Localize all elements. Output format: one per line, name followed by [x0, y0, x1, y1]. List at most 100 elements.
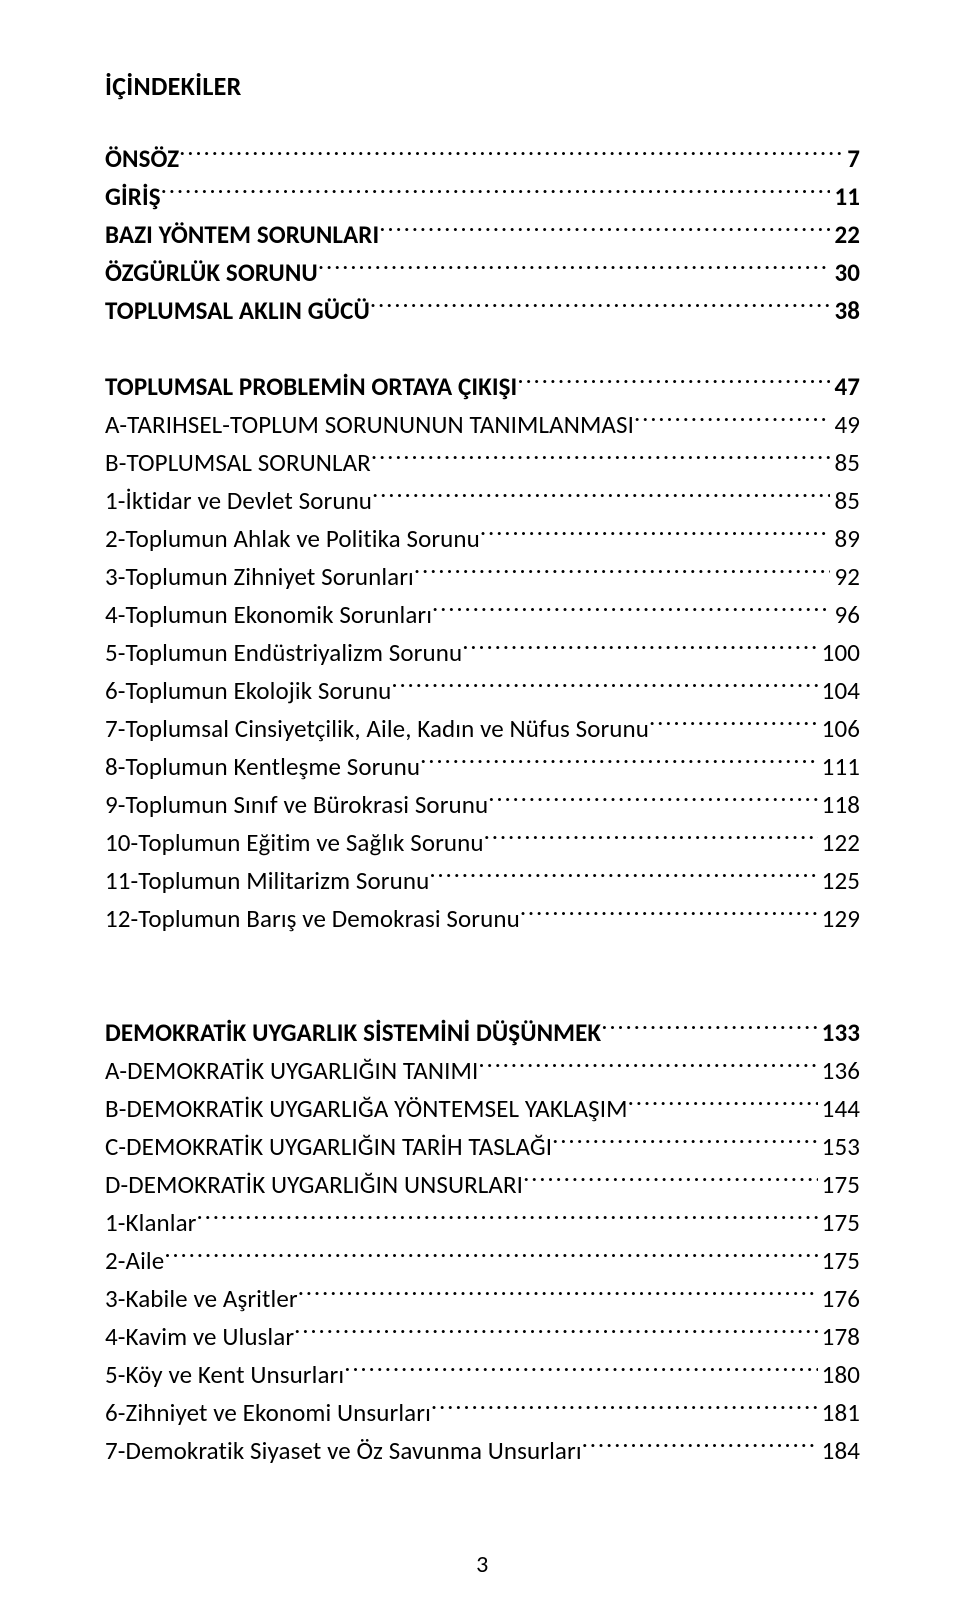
toc-entry-page: 178	[818, 1318, 860, 1356]
toc-entry-page: 96	[830, 596, 860, 634]
toc-entry-page: 125	[818, 862, 860, 900]
toc-leader-dots	[344, 1358, 817, 1383]
toc-entry-page: 85	[830, 444, 860, 482]
toc-row: 9-Toplumun Sınıf ve Bürokrasi Sorunu118	[105, 786, 860, 824]
toc-entry-page: 181	[818, 1394, 860, 1432]
toc-entry-label: GİRİŞ	[105, 178, 161, 216]
toc-entry-page: 89	[830, 520, 860, 558]
toc-row: A-DEMOKRATİK UYGARLIĞIN TANIMI 136	[105, 1052, 860, 1090]
toc-leader-dots	[371, 446, 831, 471]
toc-leader-dots	[478, 1054, 817, 1079]
toc-entry-page: 92	[830, 558, 860, 596]
toc-entry-label: ÖZGÜRLÜK SORUNU	[105, 254, 318, 292]
toc-entry-page: 100	[818, 634, 860, 672]
toc-entry-label: D-DEMOKRATİK UYGARLIĞIN UNSURLARI	[105, 1166, 523, 1204]
toc-row: 10-Toplumun Eğitim ve Sağlık Sorunu122	[105, 824, 860, 862]
toc-entry-label: A-TARIHSEL-TOPLUM SORUNUNUN TANIMLANMASI	[105, 406, 634, 444]
toc-entry-page: 49	[830, 406, 860, 444]
toc-row: ÖZGÜRLÜK SORUNU 30	[105, 254, 860, 292]
toc-row: 5-Toplumun Endüstriyalizm Sorunu 100	[105, 634, 860, 672]
toc-entry-page: 106	[818, 710, 860, 748]
toc-entry-label: 7-Toplumsal Cinsiyetçilik, Aile, Kadın v…	[105, 710, 649, 748]
toc-entry-page: 111	[818, 748, 860, 786]
toc-row: 7-Demokratik Siyaset ve Öz Savunma Unsur…	[105, 1432, 860, 1470]
toc-entry-page: 153	[818, 1128, 860, 1166]
toc-row: 2-Toplumun Ahlak ve Politika Sorunu 89	[105, 520, 860, 558]
toc-row: 6-Zihniyet ve Ekonomi Unsurları181	[105, 1394, 860, 1432]
toc-row: 5-Köy ve Kent Unsurları180	[105, 1356, 860, 1394]
toc-entry-page: 11	[830, 178, 860, 216]
toc-leader-dots	[429, 864, 817, 889]
toc-entry-page: 176	[818, 1280, 860, 1318]
toc-leader-dots	[462, 636, 817, 661]
toc-entry-page: 175	[818, 1204, 860, 1242]
toc-row: 11-Toplumun Militarizm Sorunu 125	[105, 862, 860, 900]
toc-row: TOPLUMSAL PROBLEMİN ORTAYA ÇIKIŞI 47	[105, 368, 860, 406]
toc-row: 1-Klanlar 175	[105, 1204, 860, 1242]
toc-entry-label: ÖNSÖZ	[105, 140, 179, 178]
toc-entry-page: 136	[818, 1052, 860, 1090]
toc-entry-label: BAZI YÖNTEM SORUNLARI	[105, 216, 379, 254]
toc-entry-page: 184	[818, 1432, 860, 1470]
toc-row: 3-Kabile ve Aşritler176	[105, 1280, 860, 1318]
toc-row: TOPLUMSAL AKLIN GÜCÜ 38	[105, 292, 860, 330]
toc-entry-page: 133	[818, 1014, 860, 1052]
toc-entry-page: 22	[830, 216, 860, 254]
toc-leader-dots	[161, 180, 831, 205]
toc-row: 8-Toplumun Kentleşme Sorunu 111	[105, 748, 860, 786]
toc-leader-dots	[431, 1396, 818, 1421]
toc-entry-page: 85	[830, 482, 860, 520]
toc-entry-label: A-DEMOKRATİK UYGARLIĞIN TANIMI	[105, 1052, 478, 1090]
toc-leader-dots	[552, 1130, 818, 1155]
toc-leader-dots	[197, 1206, 818, 1231]
toc-row: BAZI YÖNTEM SORUNLARI 22	[105, 216, 860, 254]
toc-row: A-TARIHSEL-TOPLUM SORUNUNUN TANIMLANMASI…	[105, 406, 860, 444]
toc-leader-dots	[414, 560, 831, 585]
toc-leader-dots	[634, 408, 830, 433]
toc-leader-dots	[432, 598, 830, 623]
toc-row: 4-Kavim ve Uluslar178	[105, 1318, 860, 1356]
toc-entry-page: 7	[843, 140, 860, 178]
toc-entry-label: 2-Toplumun Ahlak ve Politika Sorunu	[105, 520, 480, 558]
toc-entry-page: 175	[818, 1166, 860, 1204]
toc-body: ÖNSÖZ7GİRİŞ11BAZI YÖNTEM SORUNLARI22ÖZGÜ…	[105, 140, 860, 1470]
toc-entry-label: 10-Toplumun Eğitim ve Sağlık Sorunu	[105, 824, 484, 862]
toc-entry-label: 1-Klanlar	[105, 1204, 197, 1242]
toc-leader-dots	[649, 712, 818, 737]
toc-row: 1-İktidar ve Devlet Sorunu85	[105, 482, 860, 520]
toc-row: ÖNSÖZ 7	[105, 140, 860, 178]
toc-entry-label: 2-Aile	[105, 1242, 164, 1280]
toc-gap	[105, 330, 860, 368]
toc-row: 12-Toplumun Barış ve Demokrasi Sorunu129	[105, 900, 860, 938]
toc-title: İÇİNDEKİLER	[105, 70, 860, 102]
toc-gap	[105, 938, 860, 1014]
toc-entry-label: TOPLUMSAL PROBLEMİN ORTAYA ÇIKIŞI	[105, 368, 517, 406]
toc-row: C-DEMOKRATİK UYGARLIĞIN TARİH TASLAĞI153	[105, 1128, 860, 1166]
toc-entry-label: TOPLUMSAL AKLIN GÜCÜ	[105, 292, 370, 330]
toc-entry-page: 180	[818, 1356, 860, 1394]
toc-entry-page: 38	[830, 292, 860, 330]
toc-row: DEMOKRATİK UYGARLIK SİSTEMİNİ DÜŞÜNMEK13…	[105, 1014, 860, 1052]
toc-entry-page: 30	[830, 254, 860, 292]
toc-entry-page: 144	[818, 1090, 860, 1128]
toc-row: 2-Aile 175	[105, 1242, 860, 1280]
toc-entry-label: 5-Toplumun Endüstriyalizm Sorunu	[105, 634, 462, 672]
toc-leader-dots	[294, 1320, 818, 1345]
toc-entry-label: B-TOPLUMSAL SORUNLAR	[105, 444, 371, 482]
toc-leader-dots	[372, 484, 830, 509]
toc-leader-dots	[488, 788, 817, 813]
toc-leader-dots	[318, 256, 831, 281]
toc-row: B-TOPLUMSAL SORUNLAR 85	[105, 444, 860, 482]
toc-entry-page: 175	[818, 1242, 860, 1280]
toc-entry-page: 47	[830, 368, 860, 406]
toc-entry-label: 11-Toplumun Militarizm Sorunu	[105, 862, 429, 900]
toc-leader-dots	[628, 1092, 818, 1117]
toc-row: GİRİŞ 11	[105, 178, 860, 216]
toc-leader-dots	[582, 1434, 818, 1459]
toc-row: 7-Toplumsal Cinsiyetçilik, Aile, Kadın v…	[105, 710, 860, 748]
toc-entry-label: 3-Toplumun Zihniyet Sorunları	[105, 558, 414, 596]
toc-row: B-DEMOKRATİK UYGARLIĞA YÖNTEMSEL YAKLAŞI…	[105, 1090, 860, 1128]
toc-entry-label: 8-Toplumun Kentleşme Sorunu	[105, 748, 420, 786]
toc-entry-label: 6-Toplumun Ekolojik Sorunu	[105, 672, 391, 710]
toc-leader-dots	[520, 902, 818, 927]
